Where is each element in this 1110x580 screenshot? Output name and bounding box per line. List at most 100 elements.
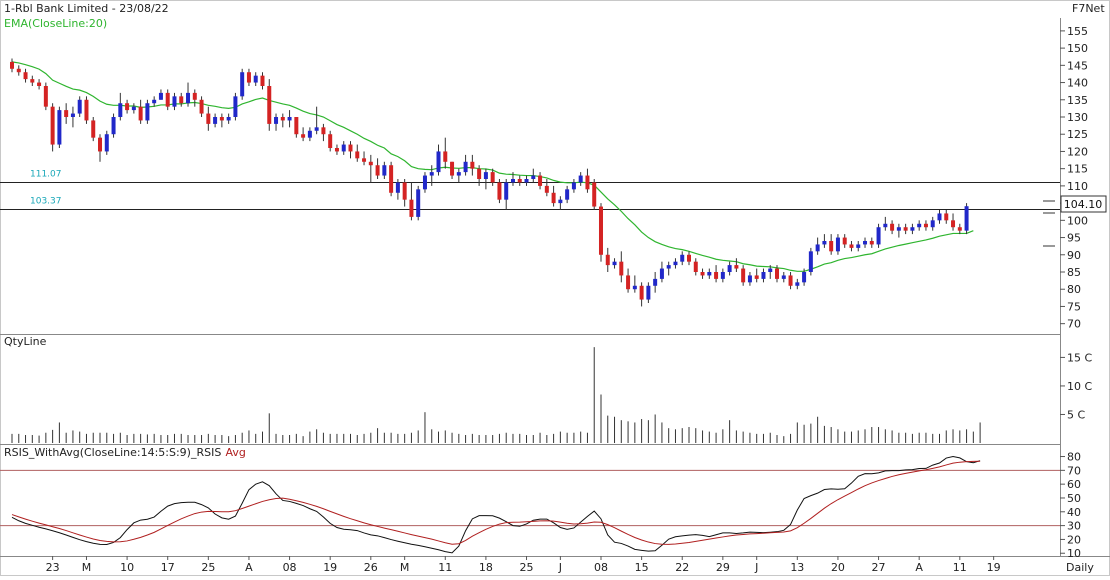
candle[interactable] [219,113,224,128]
candle[interactable] [795,278,800,290]
candle[interactable] [402,179,407,207]
candle[interactable] [944,210,949,224]
candle[interactable] [937,210,942,224]
candle[interactable] [734,258,739,272]
candle[interactable] [707,268,712,279]
candle[interactable] [429,165,434,186]
candle[interactable] [77,96,82,117]
candle[interactable] [653,272,658,293]
candle[interactable] [477,165,482,186]
candle[interactable] [687,251,691,266]
candle[interactable] [551,185,556,207]
candle[interactable] [544,179,549,197]
candle[interactable] [890,220,895,235]
candle[interactable] [619,251,624,283]
candle[interactable] [571,179,576,193]
candle[interactable] [104,130,109,155]
candle[interactable] [876,223,881,248]
candle[interactable] [389,161,394,197]
candle[interactable] [835,234,840,255]
candle[interactable] [680,251,685,266]
candle[interactable] [57,106,62,148]
candle[interactable] [863,237,868,248]
candle[interactable] [903,223,908,235]
candle[interactable] [957,223,962,235]
candle[interactable] [612,258,617,269]
candle[interactable] [260,72,265,90]
candle[interactable] [714,265,719,283]
candle[interactable] [788,272,793,290]
candle[interactable] [531,168,536,183]
candle[interactable] [362,151,367,166]
candle[interactable] [659,261,664,283]
candle[interactable] [409,182,414,221]
candle[interactable] [443,137,448,169]
candle[interactable] [693,258,698,276]
candle[interactable] [598,203,603,262]
candle[interactable] [233,92,238,121]
candle[interactable] [754,268,759,283]
candle[interactable] [206,106,211,131]
candle[interactable] [869,237,874,248]
candle[interactable] [964,203,969,235]
candle[interactable] [504,179,509,210]
candle[interactable] [355,144,360,162]
candle[interactable] [605,247,610,272]
candle[interactable] [538,172,543,190]
candle[interactable] [747,272,752,286]
candle[interactable] [118,92,123,121]
candle[interactable] [626,268,631,293]
candle[interactable] [23,68,28,83]
candle[interactable] [70,106,75,128]
candle[interactable] [923,220,928,231]
candle[interactable] [321,123,326,142]
candle[interactable] [368,154,373,183]
candle[interactable] [558,196,563,210]
candle[interactable] [165,89,170,111]
candle[interactable] [632,275,637,293]
candle[interactable] [896,223,901,238]
candle[interactable] [314,106,319,135]
candle[interactable] [294,117,299,138]
candle[interactable] [646,282,651,303]
candle[interactable] [37,79,42,90]
candle[interactable] [517,175,522,186]
candle[interactable] [30,75,35,86]
candle[interactable] [497,179,502,204]
candle[interactable] [179,92,184,107]
candle[interactable] [883,216,888,231]
period-label[interactable]: Daily [1066,561,1094,574]
candle[interactable] [510,172,515,186]
candle[interactable] [673,258,678,269]
candle[interactable] [470,154,475,176]
candle[interactable] [213,113,218,128]
candle[interactable] [192,89,197,107]
candle[interactable] [490,168,495,186]
candle[interactable] [761,268,766,283]
candle[interactable] [524,175,529,186]
candle[interactable] [849,241,854,252]
candle[interactable] [43,82,48,111]
candle[interactable] [91,117,96,142]
candle[interactable] [720,268,725,283]
candle[interactable] [138,99,143,124]
candle[interactable] [416,185,421,221]
candle[interactable] [578,172,583,186]
candle[interactable] [565,185,570,204]
candle[interactable] [951,213,956,231]
candle[interactable] [808,247,813,276]
candle[interactable] [280,113,285,128]
candle[interactable] [64,103,69,124]
candle[interactable] [463,154,468,176]
candle[interactable] [802,268,807,286]
candle[interactable] [186,82,191,107]
candle[interactable] [172,92,177,111]
candle[interactable] [585,168,590,193]
candle[interactable] [10,58,14,73]
candle[interactable] [131,103,136,114]
candle[interactable] [199,96,204,117]
candle[interactable] [910,223,915,235]
candle[interactable] [253,72,258,86]
candle[interactable] [125,99,130,114]
